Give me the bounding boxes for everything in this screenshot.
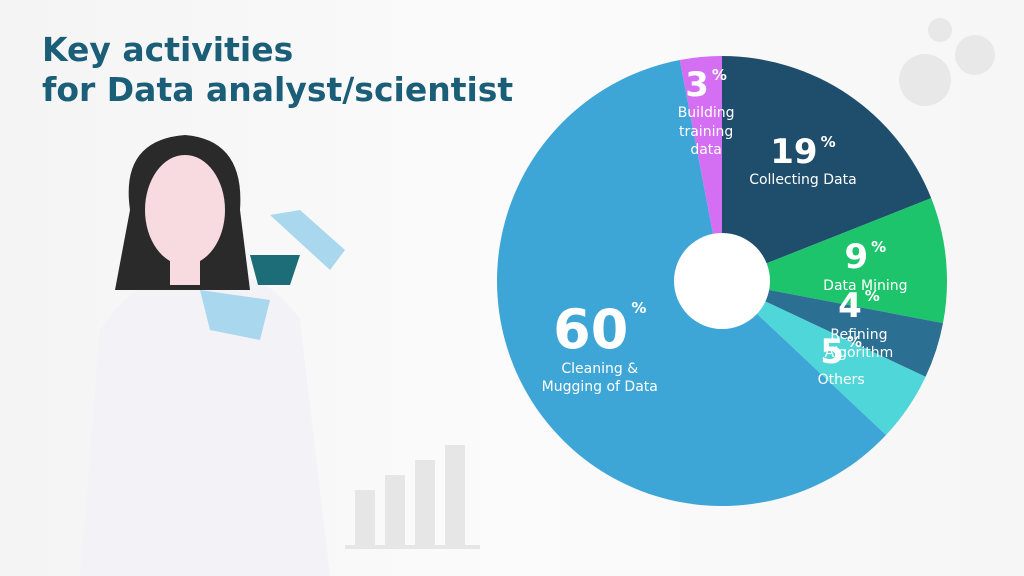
slice-label: 60% Cleaning & Mugging of Data xyxy=(540,300,660,396)
category-label: Cleaning & Mugging of Data xyxy=(541,360,658,395)
pie-slice xyxy=(722,198,947,324)
percent-value: 19 xyxy=(770,132,818,173)
percent-unit: % xyxy=(631,299,647,318)
slice-label: 5% Others xyxy=(781,332,901,390)
percent-unit: % xyxy=(864,287,880,306)
category-label: Data Mining xyxy=(823,278,908,295)
percent-unit: % xyxy=(871,238,887,257)
title: Key activities for Data analyst/scientis… xyxy=(42,30,514,109)
woman xyxy=(80,135,345,576)
pie-slice xyxy=(679,56,722,281)
percent-label: 60% xyxy=(540,300,660,359)
pie-slice xyxy=(722,281,944,377)
percent-value: 4 xyxy=(838,286,862,327)
gear-icon xyxy=(899,18,995,106)
percent-value: 3 xyxy=(685,65,709,106)
percent-label: 3% xyxy=(671,65,741,106)
percent-unit: % xyxy=(820,133,836,152)
pie-slice xyxy=(722,56,932,281)
percent-label: 9% xyxy=(805,237,925,278)
category-label: Building training data xyxy=(677,105,735,158)
percent-unit: % xyxy=(711,66,727,85)
pie-slice xyxy=(722,281,926,436)
category-label: Refining Algorithm xyxy=(824,326,894,362)
bar-icon xyxy=(345,445,480,549)
category-label: Collecting Data xyxy=(749,172,857,189)
slice-label: 19% Collecting Data xyxy=(743,132,863,190)
slice-label: 4% Refining Algorithm xyxy=(799,286,919,363)
percent-value: 9 xyxy=(844,237,869,278)
percent-label: 19% xyxy=(743,132,863,173)
percent-unit: % xyxy=(846,333,862,352)
pie-hole xyxy=(674,233,770,329)
percent-value: 60 xyxy=(553,298,629,362)
slice-label: 9% Data Mining xyxy=(805,237,925,296)
slice-label: 3% Building training data xyxy=(671,65,741,159)
category-label: Others xyxy=(817,372,865,389)
percent-label: 5% xyxy=(781,332,901,373)
percent-label: 4% xyxy=(799,286,919,327)
percent-value: 5 xyxy=(820,332,844,373)
